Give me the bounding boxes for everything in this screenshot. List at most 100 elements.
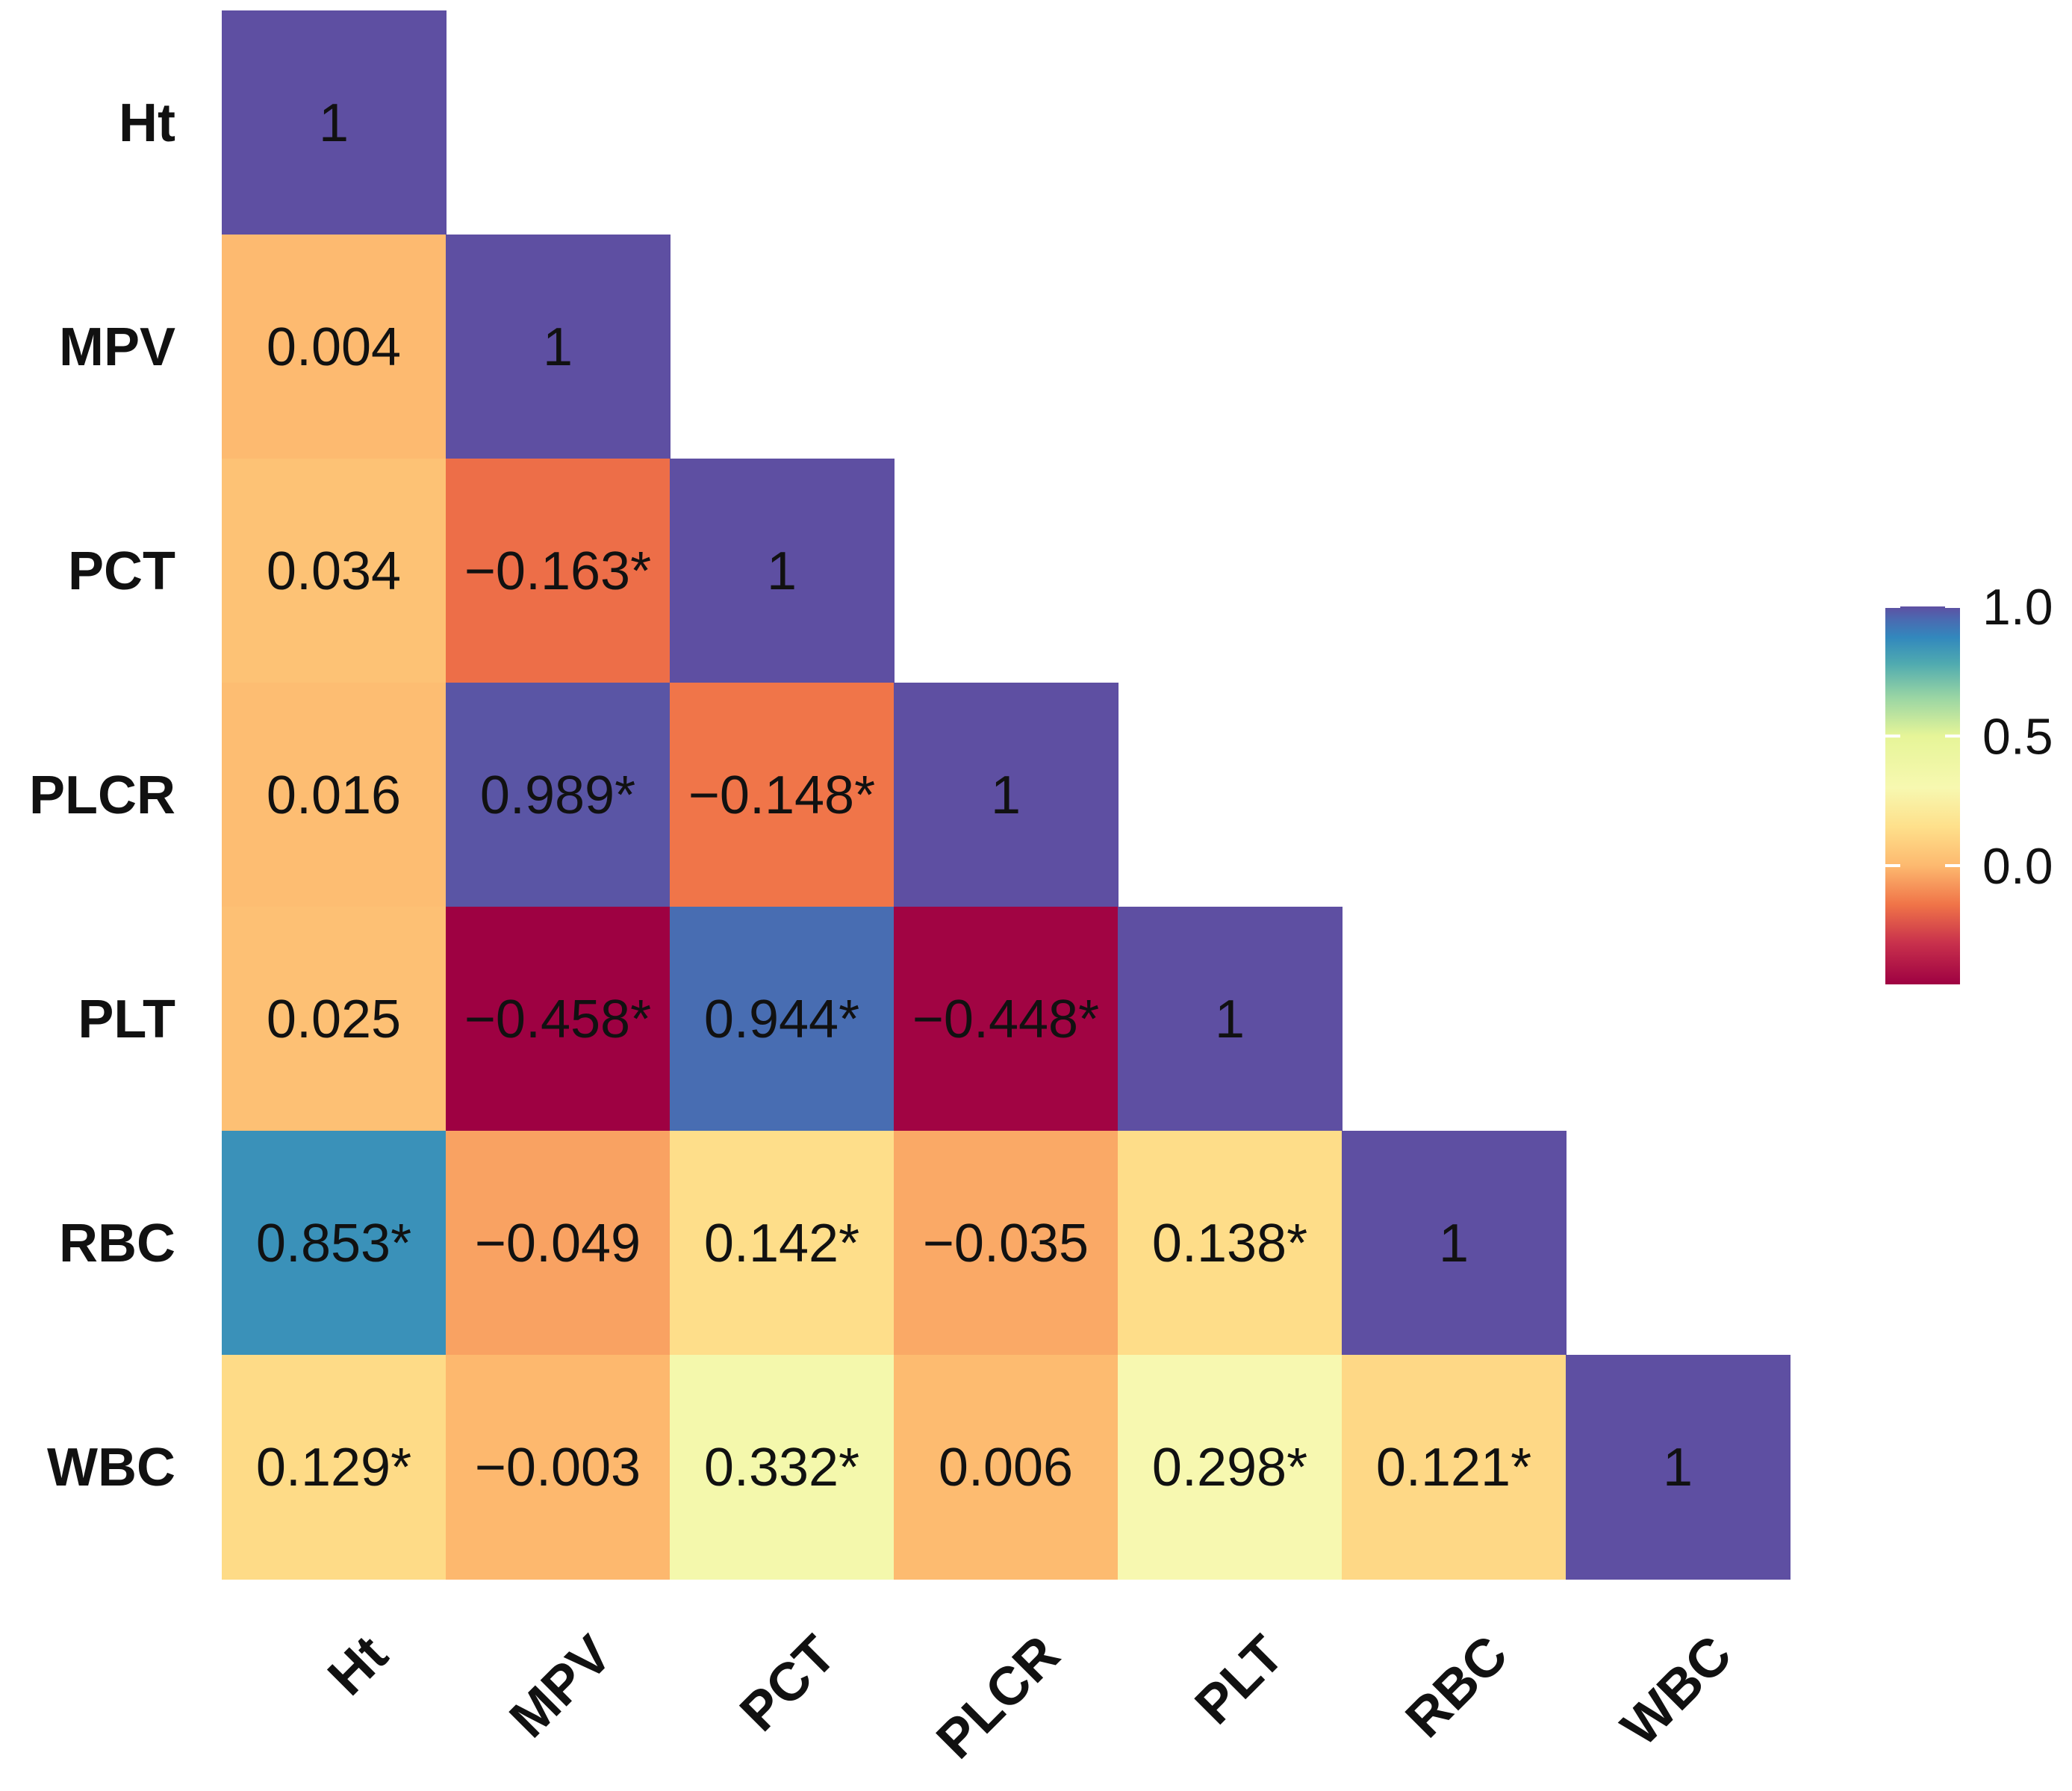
cell-rect (1118, 1355, 1343, 1580)
cell-rect (670, 459, 895, 683)
heatmap-cell-rbc-pct: 0.142* (670, 1131, 895, 1356)
heatmap-cell-pct-ht: 0.034 (222, 459, 447, 683)
heatmap-cell-plt-ht: 0.025 (222, 907, 447, 1132)
cell-rect (1342, 1355, 1567, 1580)
cell-value-label: 0.016 (267, 766, 401, 825)
y-axis-labels: Ht MPV PCT PLCR PLT RBC WBC (29, 93, 175, 1497)
cell-value-label: −0.448* (912, 990, 1099, 1049)
cell-value-label: −0.458* (464, 990, 651, 1049)
cell-rect (446, 907, 671, 1132)
heatmap-cell-plcr-pct: −0.148* (670, 683, 895, 907)
cell-value-label: −0.035 (923, 1214, 1089, 1273)
cell-rect (1118, 907, 1343, 1132)
heatmap-cell-rbc-plt: 0.138* (1118, 1131, 1343, 1356)
cell-rect (894, 907, 1119, 1132)
cell-value-label: 0.332* (704, 1438, 859, 1497)
cell-rect (1342, 1131, 1567, 1356)
cell-rect (1566, 1355, 1791, 1580)
cell-rect (222, 235, 447, 459)
cell-value-label: 0.142* (704, 1214, 859, 1273)
heatmap-cell-ht-ht: 1 (222, 10, 447, 235)
heatmap-cell-rbc-mpv: −0.049 (446, 1131, 671, 1356)
heatmap-cell-wbc-plt: 0.298* (1118, 1355, 1343, 1580)
y-axis-label-mpv: MPV (59, 317, 175, 377)
heatmap-cell-mpv-mpv: 1 (446, 235, 671, 459)
cell-rect (670, 1131, 895, 1356)
cell-rect (446, 1355, 671, 1580)
heatmap-cell-plcr-plcr: 1 (894, 683, 1119, 907)
x-axis-label-pct: PCT (729, 1624, 847, 1742)
cell-rect (894, 1131, 1119, 1356)
cell-value-label: −0.163* (464, 541, 651, 601)
x-axis-label-mpv: MPV (499, 1624, 623, 1749)
cell-rect (222, 1131, 447, 1356)
legend-tick-label: 0.0 (1982, 838, 2053, 895)
cell-value-label: 0.298* (1152, 1438, 1307, 1497)
heatmap-cell-wbc-mpv: −0.003 (446, 1355, 671, 1580)
cell-value-label: 0.121* (1376, 1438, 1531, 1497)
y-axis-label-wbc: WBC (47, 1438, 175, 1497)
cell-value-label: 0.025 (267, 990, 401, 1049)
x-axis-label-rbc: RBC (1395, 1624, 1519, 1749)
cell-value-label: 1 (1663, 1438, 1693, 1497)
heatmap-cell-wbc-wbc: 1 (1566, 1355, 1791, 1580)
cell-rect (446, 235, 671, 459)
cell-value-label: 1 (767, 541, 797, 601)
heatmap-cell-wbc-ht: 0.129* (222, 1355, 447, 1580)
cell-rect (670, 907, 895, 1132)
heatmap-cell-rbc-rbc: 1 (1342, 1131, 1567, 1356)
x-axis-label-plt: PLT (1184, 1624, 1295, 1736)
y-axis-label-rbc: RBC (59, 1214, 175, 1273)
x-axis-labels: Ht MPV PCT PLCR PLT RBC WBC (317, 1624, 1743, 1770)
color-legend: 1.0 0.5 0.0 (1885, 579, 2053, 984)
cell-rect (222, 907, 447, 1132)
cell-value-label: 1 (543, 317, 573, 377)
cell-value-label: −0.148* (688, 766, 875, 825)
cell-value-label: 1 (1439, 1214, 1469, 1273)
x-axis-label-wbc: WBC (1610, 1624, 1743, 1757)
cell-rect (446, 683, 671, 907)
cell-value-label: 1 (991, 766, 1021, 825)
cell-value-label: 0.138* (1152, 1214, 1307, 1273)
heatmap-cell-plt-plcr: −0.448* (894, 907, 1119, 1132)
heatmap-cell-pct-mpv: −0.163* (446, 459, 671, 683)
cell-rect (446, 459, 671, 683)
cell-value-label: 0.034 (267, 541, 401, 601)
cell-rect (222, 459, 447, 683)
heatmap-cell-mpv-ht: 0.004 (222, 235, 447, 459)
cell-value-label: 1 (319, 93, 349, 153)
cell-rect (670, 683, 895, 907)
cell-value-label: 0.989* (480, 766, 635, 825)
cell-rect (222, 10, 447, 235)
cell-rect (670, 1355, 895, 1580)
cell-value-label: 0.006 (939, 1438, 1073, 1497)
cell-rect (446, 1131, 671, 1356)
cell-value-label: −0.049 (475, 1214, 641, 1273)
heatmap-cell-rbc-plcr: −0.035 (894, 1131, 1119, 1356)
heatmap-cell-rbc-ht: 0.853* (222, 1131, 447, 1356)
y-axis-label-plcr: PLCR (29, 766, 175, 825)
heatmap-cell-pct-pct: 1 (670, 459, 895, 683)
cell-value-label: 1 (1215, 990, 1245, 1049)
cell-rect (222, 683, 447, 907)
cell-rect (894, 1355, 1119, 1580)
cell-value-label: 0.004 (267, 317, 401, 377)
heatmap-cell-plcr-mpv: 0.989* (446, 683, 671, 907)
heatmap-cell-plt-pct: 0.944* (670, 907, 895, 1132)
heatmap-cell-wbc-rbc: 0.121* (1342, 1355, 1567, 1580)
y-axis-label-plt: PLT (78, 990, 175, 1049)
heatmap-cell-plt-plt: 1 (1118, 907, 1343, 1132)
legend-color-bar (1885, 606, 1960, 984)
x-axis-label-ht: Ht (317, 1624, 399, 1707)
heatmap-cells: 1 0.004 1 0.034 −0.163* 1 0.016 0.989* −0.148* 1 0… (222, 10, 1791, 1580)
cell-rect (222, 1355, 447, 1580)
x-axis-label-plcr: PLCR (925, 1624, 1071, 1770)
cell-rect (894, 683, 1119, 907)
y-axis-label-ht: Ht (119, 93, 175, 153)
heatmap-cell-wbc-plcr: 0.006 (894, 1355, 1119, 1580)
cell-value-label: 0.129* (256, 1438, 411, 1497)
heatmap-cell-plcr-ht: 0.016 (222, 683, 447, 907)
y-axis-label-pct: PCT (68, 541, 175, 601)
